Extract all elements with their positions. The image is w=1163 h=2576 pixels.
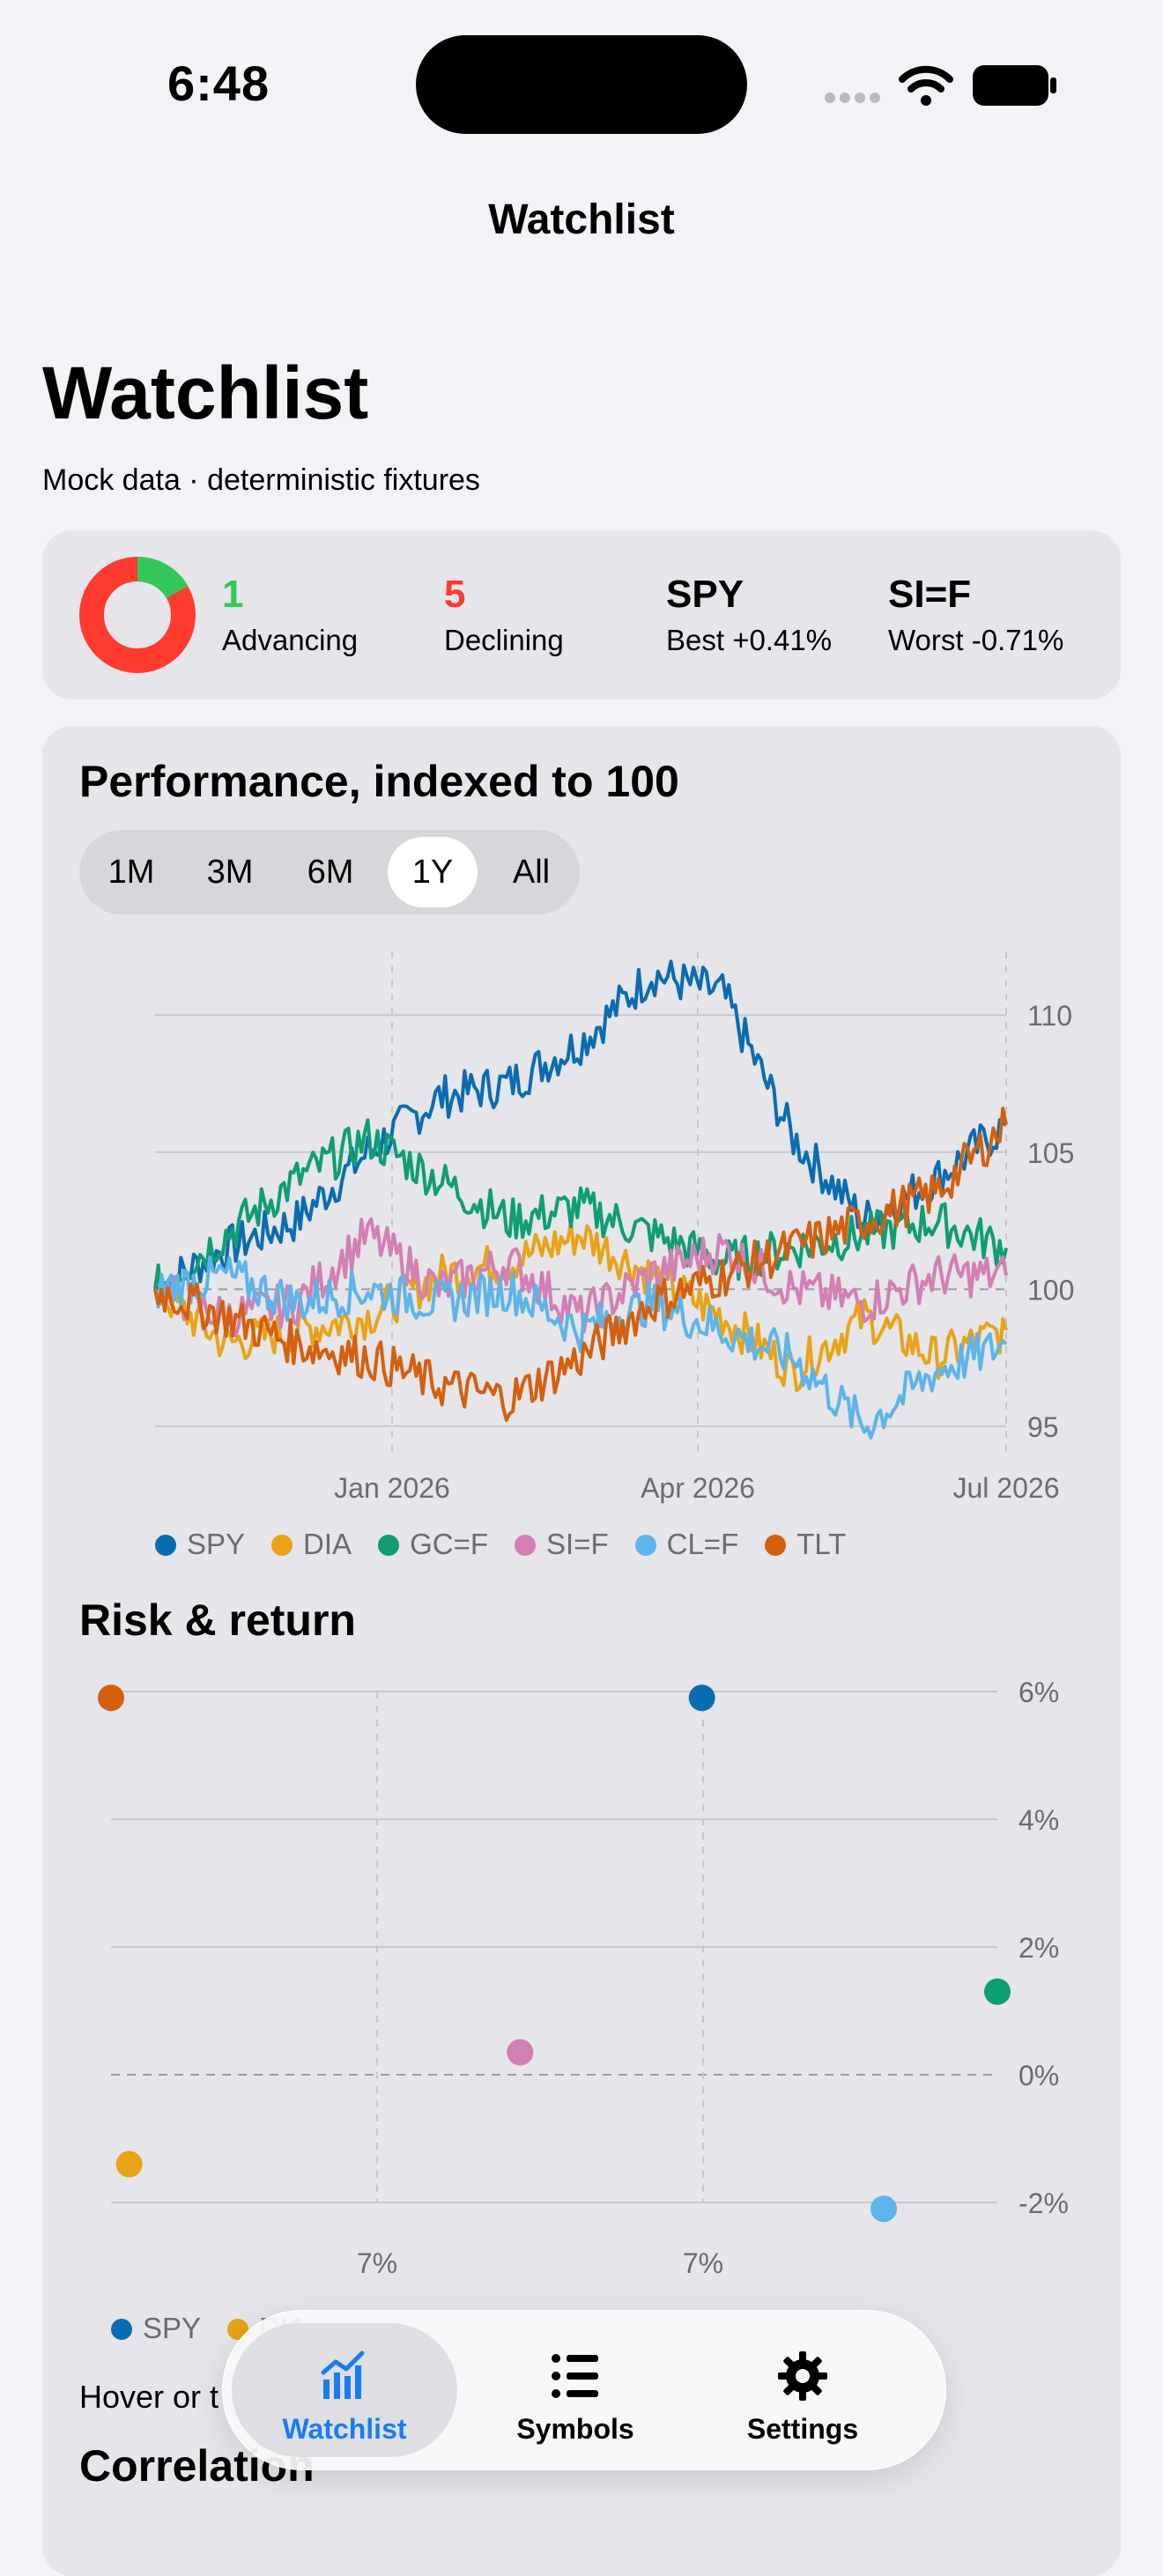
nav-title: Watchlist <box>488 196 675 243</box>
summary-card <box>42 530 1121 700</box>
x-tick-label: Apr 2026 <box>641 1472 755 1504</box>
battery-icon <box>973 65 1056 106</box>
status-time: 6:48 <box>167 56 270 111</box>
scatter-point-tlt[interactable] <box>98 1684 124 1712</box>
performance-legend: SPY DIA GC=F SI=F CL=F TLT <box>155 1528 872 1561</box>
x-tick-label: 7% <box>683 2247 723 2279</box>
x-tick-label: Jan 2026 <box>334 1472 450 1504</box>
advance-decline-donut <box>79 557 196 673</box>
range-1m[interactable]: 1M <box>107 854 155 891</box>
series-line-sif <box>153 1217 1008 1338</box>
series-line-tlt <box>153 1107 1008 1422</box>
performance-chart[interactable]: 110 105 100 95 Jan 2026 Apr 2026 Jul 2026 <box>0 0 1163 1515</box>
legend-swatch <box>271 1535 293 1556</box>
range-segmented-control[interactable]: 1M 3M 6M 1Y All <box>79 830 580 914</box>
tab-symbols-label: Symbols <box>516 2413 634 2445</box>
page-title: Watchlist <box>42 352 369 434</box>
y-tick-label: 0% <box>1019 2060 1059 2091</box>
y-tick-label: -2% <box>1019 2187 1069 2219</box>
scatter-point-clf[interactable] <box>870 2195 898 2223</box>
x-tick-label: 7% <box>357 2247 397 2279</box>
scatter-point-spy[interactable] <box>688 1684 715 1712</box>
scatter-point-gcf[interactable] <box>984 1978 1011 2005</box>
legend-swatch <box>765 1535 787 1556</box>
legend-label: SPY <box>143 2312 202 2344</box>
legend-item: SI=F <box>515 1528 609 1561</box>
range-6m[interactable]: 6M <box>307 854 354 891</box>
tab-settings[interactable]: Settings <box>690 2323 915 2457</box>
legend-swatch <box>378 1535 400 1556</box>
legend-swatch <box>155 1535 176 1556</box>
y-tick-label: 110 <box>1027 1000 1072 1032</box>
signal-icon <box>825 92 885 107</box>
scatter-point-dia[interactable] <box>115 2150 143 2178</box>
risk-return-chart[interactable]: 6% 4% 2% 0% -2% 7% 7% <box>0 1639 1163 2308</box>
legend-item: SPY <box>111 2312 201 2345</box>
dynamic-island <box>416 35 747 134</box>
worst-label: Worst -0.71% <box>888 624 1064 656</box>
legend-item: GC=F <box>378 1528 488 1561</box>
legend-swatch <box>634 1535 656 1556</box>
y-tick-label: 2% <box>1019 1932 1059 1964</box>
range-all[interactable]: All <box>512 854 551 891</box>
tab-watchlist[interactable]: Watchlist <box>232 2323 457 2457</box>
worst-symbol: SI=F <box>888 573 972 616</box>
y-tick-label: 95 <box>1027 1411 1059 1443</box>
legend-item: SPY <box>155 1528 245 1561</box>
legend-item: CL=F <box>634 1528 739 1561</box>
tab-symbols[interactable]: Symbols <box>463 2323 688 2457</box>
charts-panel <box>42 726 1121 2576</box>
y-tick-label: 100 <box>1027 1274 1074 1306</box>
best-label: Best +0.41% <box>666 624 833 656</box>
series-line-spy <box>154 959 1007 1303</box>
legend-item: TLT <box>765 1528 846 1561</box>
declining-count: 5 <box>444 573 466 616</box>
wifi-icon <box>899 65 953 106</box>
legend-label: DIA <box>303 1528 352 1560</box>
legend-swatch <box>515 1535 536 1556</box>
chart-bars-icon <box>321 2350 365 2399</box>
legend-label: CL=F <box>666 1528 739 1560</box>
advancing-label: Advancing <box>222 624 359 656</box>
advancing-count: 1 <box>222 573 244 616</box>
y-tick-label: 4% <box>1019 1804 1059 1836</box>
y-tick-label: 105 <box>1027 1137 1074 1169</box>
range-3m[interactable]: 3M <box>206 854 254 891</box>
legend-label: SI=F <box>546 1528 609 1560</box>
legend-label: GC=F <box>410 1528 488 1560</box>
tab-watchlist-label: Watchlist <box>282 2413 407 2445</box>
legend-label: SPY <box>187 1528 246 1560</box>
legend-swatch <box>111 2319 132 2340</box>
tab-settings-label: Settings <box>746 2413 859 2445</box>
series-line-clf <box>153 1255 1008 1440</box>
scatter-point-sif[interactable] <box>507 2039 534 2066</box>
best-symbol: SPY <box>666 573 744 616</box>
series-line-gcf <box>153 1118 1008 1303</box>
x-tick-label: Jul 2026 <box>953 1472 1060 1504</box>
declining-label: Declining <box>444 624 564 656</box>
risk-return-title: Risk & return <box>79 1595 356 1645</box>
legend-item: DIA <box>271 1528 352 1561</box>
y-tick-label: 6% <box>1019 1677 1059 1708</box>
list-icon <box>552 2354 598 2398</box>
range-1y[interactable]: 1Y <box>388 837 478 907</box>
risk-hint-text: Hover or t <box>79 2379 219 2415</box>
tab-bar: Watchlist Symbols Settings <box>222 2310 946 2470</box>
performance-title: Performance, indexed to 100 <box>79 757 679 806</box>
gear-icon <box>778 2351 827 2401</box>
page-subtitle: Mock data · deterministic fixtures <box>42 463 480 497</box>
legend-label: TLT <box>796 1528 847 1560</box>
